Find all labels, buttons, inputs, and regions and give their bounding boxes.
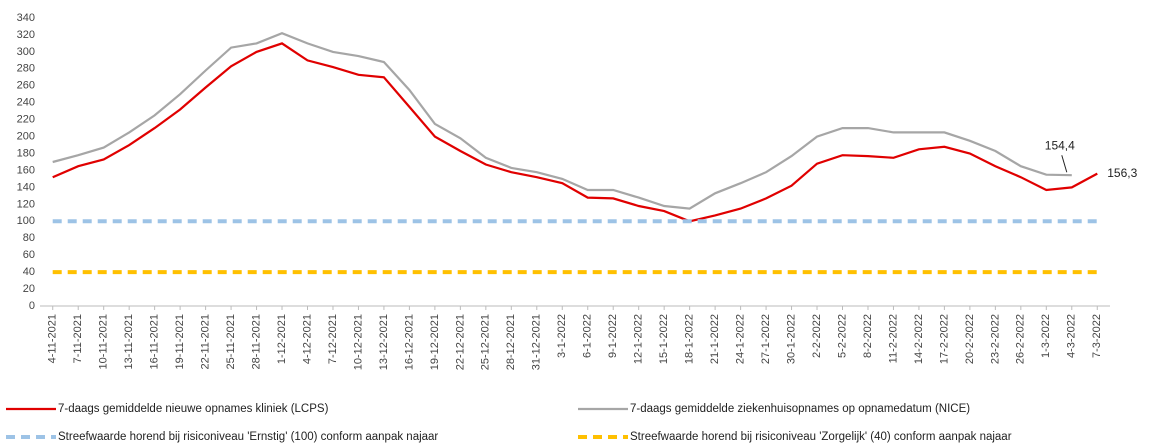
- x-tick-label: 10-11-2021: [98, 314, 110, 369]
- x-tick-label: 31-12-2021: [531, 314, 543, 370]
- x-tick-label: 3-1-2022: [556, 314, 568, 358]
- y-tick-label: 220: [17, 114, 35, 126]
- series-line: [52, 42, 1098, 223]
- x-tick-label: 11-2-2022: [887, 314, 899, 363]
- x-tick-label: 28-11-2021: [250, 314, 262, 369]
- data-label: 154,4: [1045, 138, 1075, 152]
- y-tick-label: 320: [17, 29, 35, 41]
- y-tick-label: 140: [17, 181, 35, 193]
- y-tick-label: 300: [17, 46, 35, 58]
- x-tick-label: 20-2-2022: [964, 314, 976, 364]
- x-tick-label: 16-11-2021: [149, 314, 161, 369]
- x-tick-label: 4-11-2021: [47, 314, 59, 363]
- x-tick-label: 2-2-2022: [811, 314, 823, 358]
- x-tick-label: 1-3-2022: [1040, 314, 1052, 358]
- x-tick-label: 16-12-2021: [403, 314, 415, 370]
- legend-label: Streefwaarde horend bij risiconiveau 'Er…: [58, 431, 438, 443]
- y-tick-label: 340: [17, 12, 35, 24]
- x-tick-label: 23-2-2022: [989, 314, 1001, 364]
- leader-line: [1061, 155, 1068, 173]
- x-tick-label: 7-3-2022: [1091, 314, 1103, 358]
- x-tick-label: 7-11-2021: [72, 314, 84, 363]
- y-tick-label: 120: [17, 198, 35, 210]
- y-tick-label: 180: [17, 147, 35, 159]
- x-tick-label: 27-1-2022: [760, 314, 772, 364]
- y-tick-label: 20: [23, 283, 35, 295]
- x-tick-label: 7-12-2021: [327, 314, 339, 364]
- x-tick-label: 4-12-2021: [301, 314, 313, 364]
- y-tick-label: 240: [17, 97, 35, 109]
- legend-label: 7-daags gemiddelde ziekenhuisopnames op …: [630, 403, 970, 415]
- x-tick-label: 25-11-2021: [225, 314, 237, 369]
- data-label: 156,3: [1107, 166, 1137, 180]
- x-tick-label: 9-1-2022: [607, 314, 619, 358]
- x-tick-label: 10-12-2021: [352, 314, 364, 370]
- x-tick-label: 6-1-2022: [582, 314, 594, 358]
- x-tick-label: 30-1-2022: [785, 314, 797, 364]
- x-tick-label: 21-1-2022: [709, 314, 721, 364]
- x-tick-label: 1-12-2021: [276, 314, 288, 364]
- x-tick-label: 8-2-2022: [862, 314, 874, 358]
- y-tick-label: 160: [17, 164, 35, 176]
- x-tick-label: 24-1-2022: [735, 314, 747, 364]
- y-tick-label: 40: [23, 266, 35, 278]
- x-tick-label: 22-12-2021: [454, 314, 466, 370]
- x-tick-label: 28-12-2021: [505, 314, 517, 370]
- x-tick-label: 22-11-2021: [200, 314, 212, 369]
- y-tick-label: 280: [17, 63, 35, 75]
- x-tick-label: 12-1-2022: [633, 314, 645, 364]
- y-tick-label: 60: [23, 249, 35, 261]
- x-tick-label: 19-12-2021: [429, 314, 441, 370]
- x-tick-label: 18-1-2022: [684, 314, 696, 364]
- x-tick-label: 4-3-2022: [1066, 314, 1078, 358]
- y-tick-label: 100: [17, 215, 35, 227]
- y-tick-label: 0: [29, 300, 35, 312]
- x-tick-label: 17-2-2022: [938, 314, 950, 364]
- y-tick-label: 80: [23, 232, 35, 244]
- x-tick-label: 14-2-2022: [913, 314, 925, 364]
- x-tick-label: 25-12-2021: [480, 314, 492, 370]
- x-tick-label: 5-2-2022: [836, 314, 848, 358]
- x-tick-label: 15-1-2022: [658, 314, 670, 364]
- series-line: [52, 32, 1072, 210]
- x-tick-label: 13-12-2021: [378, 314, 390, 370]
- x-tick-label: 19-11-2021: [174, 314, 186, 369]
- x-tick-label: 26-2-2022: [1015, 314, 1027, 364]
- legend-label: Streefwaarde horend bij risiconiveau 'Zo…: [630, 431, 1012, 443]
- y-tick-label: 260: [17, 80, 35, 92]
- x-tick-label: 13-11-2021: [123, 314, 135, 369]
- y-tick-label: 200: [17, 130, 35, 142]
- legend-label: 7-daags gemiddelde nieuwe opnames klinie…: [58, 403, 329, 415]
